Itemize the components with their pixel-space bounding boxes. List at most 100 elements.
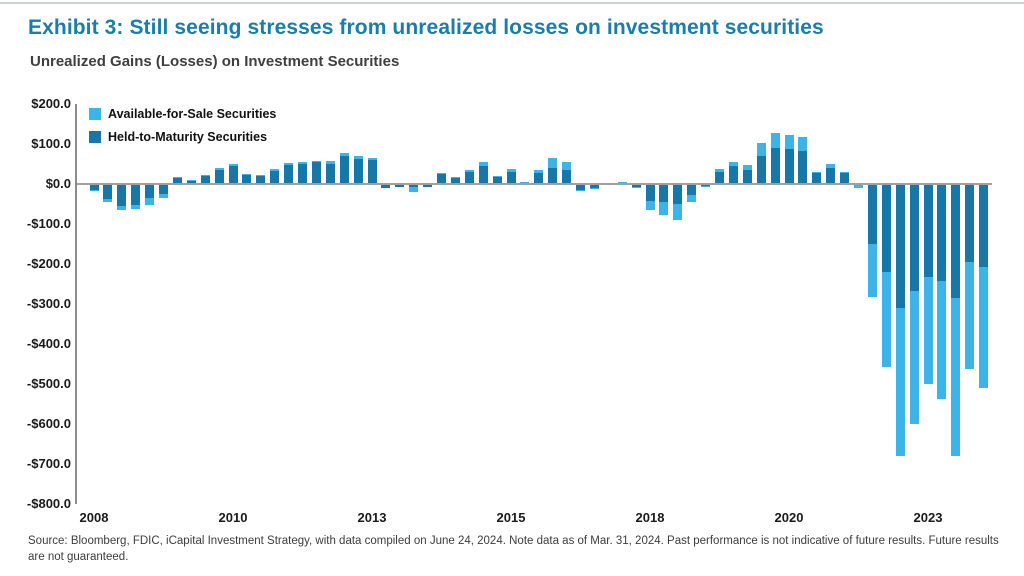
bar-segment-htm <box>631 184 641 188</box>
legend-item: Held-to-Maturity Securities <box>89 130 276 144</box>
legend-item: Available-for-Sale Securities <box>89 107 276 121</box>
bar-segment-htm <box>117 184 127 207</box>
bar-segment-htm <box>576 184 585 191</box>
bar-segment-afs <box>715 169 724 172</box>
bar-segment-afs <box>492 175 502 178</box>
bar-segment-afs <box>409 186 419 192</box>
bar-segment-afs <box>298 162 307 164</box>
bar-segment-afs <box>770 132 780 149</box>
bar-segment-htm <box>562 170 572 184</box>
bar-segment-afs <box>145 198 155 206</box>
bar-segment-afs <box>172 176 182 178</box>
bar-segment-htm <box>298 163 307 184</box>
bar-segment-htm <box>756 156 766 184</box>
bar-segment-afs <box>937 281 947 399</box>
bar-segment-htm <box>256 176 266 184</box>
bar-segment-htm <box>89 184 99 190</box>
x-axis-tick-label: 2013 <box>357 510 387 525</box>
y-axis-tick-label: -$600.0 <box>26 416 71 431</box>
bar-segment-htm <box>506 171 516 184</box>
y-axis-tick-label: -$400.0 <box>26 336 71 351</box>
bar-segment-htm <box>937 184 947 282</box>
bar-segment-afs <box>339 152 349 156</box>
bar-segment-htm <box>103 184 113 200</box>
bar-segment-afs <box>659 202 669 216</box>
x-axis-tick-label: 2010 <box>218 510 248 525</box>
bar-segment-htm <box>826 167 836 184</box>
bar-segment-htm <box>867 184 877 244</box>
y-axis-tick-label: -$100.0 <box>26 216 71 231</box>
bar-segment-htm <box>409 184 419 187</box>
y-axis-tick-label: $0.0 <box>45 176 71 191</box>
bar-segment-htm <box>381 184 391 188</box>
plot-area: Available-for-Sale Securities Held-to-Mat… <box>27 96 992 525</box>
bar-segment-htm <box>951 184 961 298</box>
bar-segment-afs <box>548 158 558 168</box>
bar-segment-htm <box>270 170 280 184</box>
bar-segment-afs <box>979 267 989 388</box>
bar-segment-afs <box>367 157 377 160</box>
bar-segment-afs <box>464 170 474 173</box>
bar-segment-afs <box>589 188 599 190</box>
x-axis-tick-label: 2015 <box>496 510 526 525</box>
bar-segment-htm <box>159 184 168 194</box>
bar-segment-afs <box>881 272 891 368</box>
bar-segment-htm <box>687 184 697 195</box>
bar-segment-afs <box>742 165 752 170</box>
bar-segment-afs <box>325 161 335 164</box>
bar-segment-htm <box>172 178 182 184</box>
bar-segment-htm <box>242 175 252 184</box>
bar-segment-htm <box>589 184 599 189</box>
bar-segment-afs <box>784 134 794 150</box>
bar-segment-afs <box>798 136 808 152</box>
bar-segment-afs <box>450 176 460 178</box>
bar-segment-htm <box>798 151 808 184</box>
bar-segment-htm <box>742 169 752 184</box>
bar-segment-afs <box>923 276 933 384</box>
bar-segment-htm <box>437 174 446 184</box>
bar-segment-afs <box>840 171 850 173</box>
bar-segment-afs <box>534 170 544 173</box>
bar-segment-afs <box>284 162 294 165</box>
page-title: Exhibit 3: Still seeing stresses from un… <box>28 16 824 39</box>
bar-segment-afs <box>562 161 572 171</box>
bar-segment-htm <box>311 162 321 184</box>
bar-segment-htm <box>214 169 224 184</box>
bar-segment-htm <box>200 176 210 184</box>
chart-legend: Available-for-Sale Securities Held-to-Mat… <box>89 107 276 153</box>
bar-segment-htm <box>701 184 711 186</box>
bar-segment-afs <box>576 190 585 192</box>
y-axis-tick-label: $100.0 <box>31 136 71 151</box>
bar-segment-htm <box>881 184 891 273</box>
x-axis-tick-label: 2020 <box>774 510 804 525</box>
bar-segment-afs <box>159 193 168 198</box>
bar-segment-htm <box>840 172 850 184</box>
top-divider <box>0 2 1024 4</box>
bar-segment-afs <box>895 308 905 456</box>
bar-segment-htm <box>784 149 794 184</box>
bar-segment-afs <box>506 169 516 172</box>
source-note: Source: Bloomberg, FDIC, iCapital Invest… <box>28 535 999 563</box>
bar-segment-afs <box>353 156 363 159</box>
bar-segment-htm <box>534 172 544 184</box>
bar-segment-htm <box>228 166 238 184</box>
bar-segment-htm <box>812 172 822 184</box>
bar-segment-afs <box>687 194 697 202</box>
bar-segment-afs <box>478 162 488 166</box>
bar-segment-afs <box>242 173 252 176</box>
bar-segment-htm <box>464 172 474 184</box>
bar-segment-afs <box>214 168 224 170</box>
bar-segment-htm <box>395 184 405 188</box>
bar-segment-afs <box>617 181 627 183</box>
bar-segment-afs <box>103 199 113 203</box>
bar-segment-afs <box>867 244 877 298</box>
legend-label: Available-for-Sale Securities <box>108 107 277 121</box>
bar-segment-htm <box>284 164 294 184</box>
bar-segment-htm <box>548 167 558 184</box>
bar-segment-htm <box>979 184 989 268</box>
bar-segment-htm <box>770 148 780 184</box>
bar-segment-htm <box>478 165 488 184</box>
legend-label: Held-to-Maturity Securities <box>108 130 268 144</box>
bar-segment-afs <box>256 175 266 177</box>
